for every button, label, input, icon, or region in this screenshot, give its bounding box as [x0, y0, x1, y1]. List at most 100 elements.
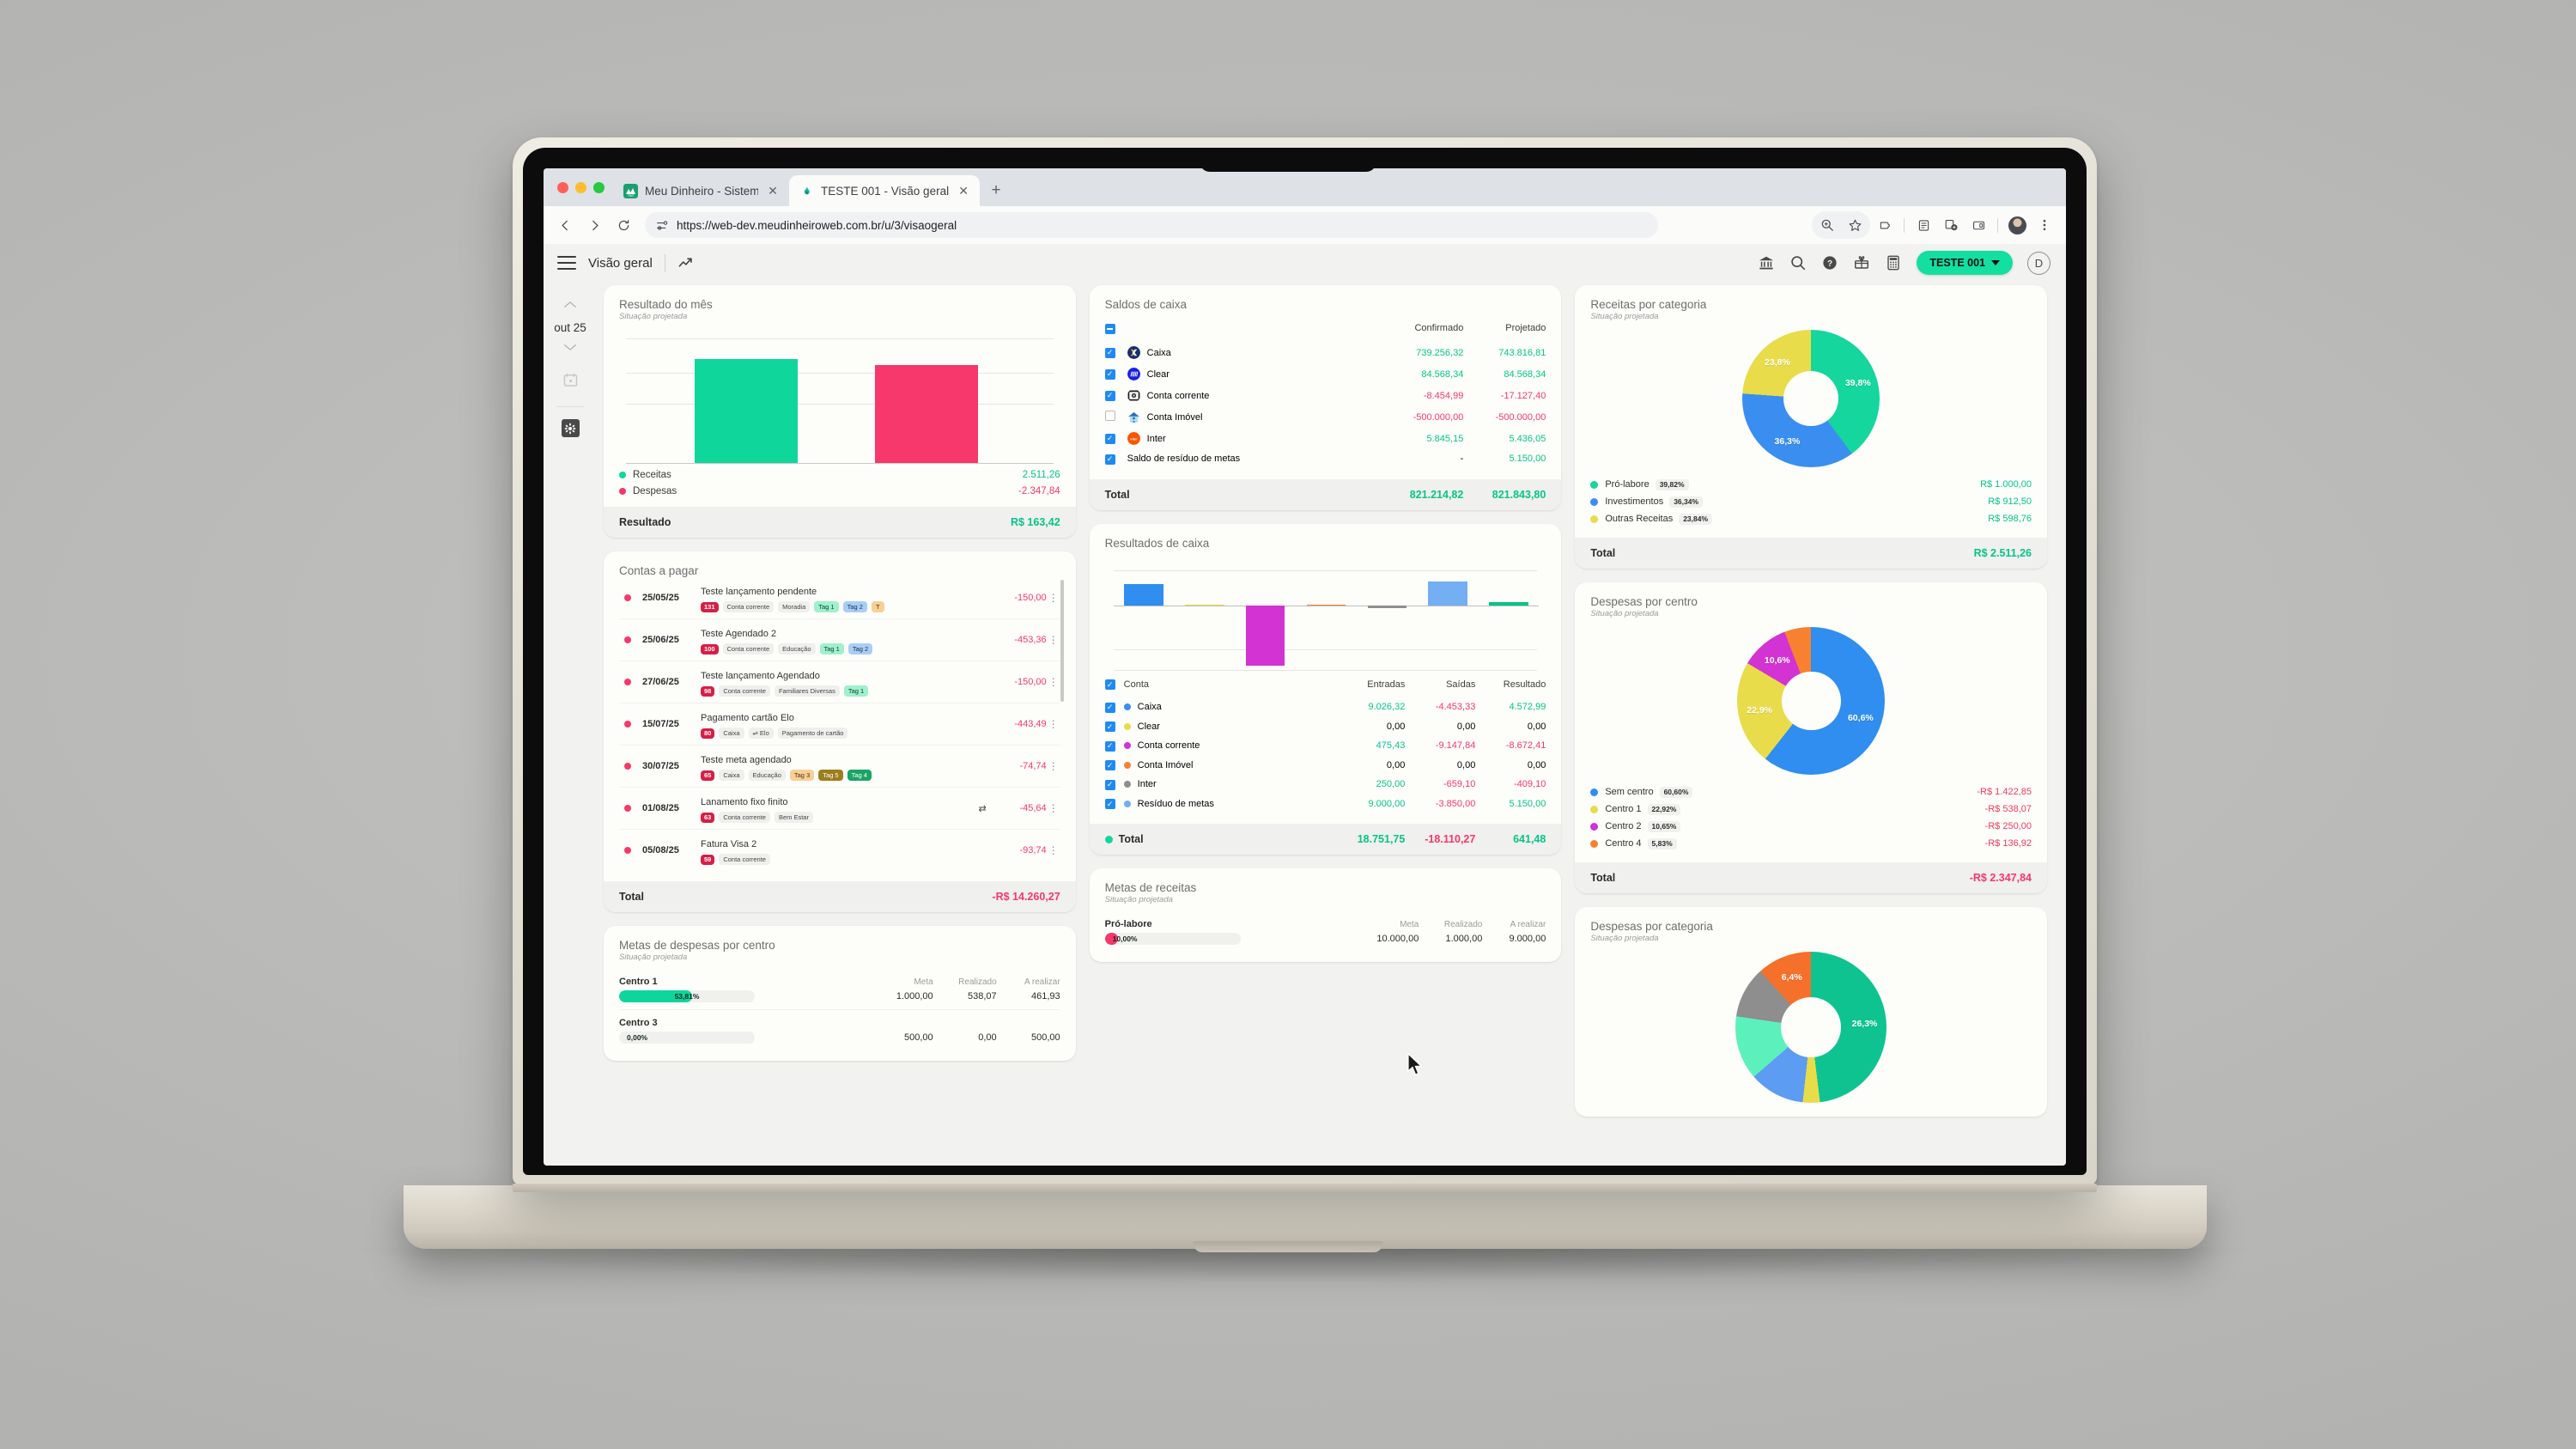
table-row[interactable]: ✓ Saldo de resíduo de metas - 5.150,00 [1104, 449, 1546, 469]
table-row[interactable]: ✓ Conta Imóvel 0,00 0,00 0,00 [1104, 756, 1546, 776]
row-checkbox[interactable]: ✓ [1104, 454, 1115, 465]
trending-up-icon[interactable] [677, 255, 694, 271]
address-bar[interactable]: https://web-dev.meudinheiroweb.com.br/u/… [645, 212, 1658, 238]
list-item[interactable]: 15/07/25 Pagamento cartão Elo 80 Caixa ⇌ Elo… [619, 703, 1060, 746]
calculator-icon[interactable] [1885, 254, 1902, 271]
row-select-cell[interactable]: ✓ [1104, 385, 1127, 406]
profile-switch-icon[interactable] [1938, 212, 1964, 238]
legend-item[interactable]: Outras Receitas 23,84% R$ 598,76 [1590, 510, 2032, 527]
list-item[interactable]: 27/06/25 Teste lançamento Agendado 98 Conta… [619, 661, 1060, 703]
item-menu-button[interactable]: ⋮ [1048, 802, 1059, 814]
table-row[interactable]: ✓ Conta corrente 475,43 -9.147,84 -8.672,41 [1104, 736, 1546, 756]
item-menu-button[interactable]: ⋮ [1048, 592, 1059, 604]
account-selector-button[interactable]: TESTE 001 [1917, 251, 2013, 275]
browser-tab-1[interactable]: md Meu Dinheiro - Sistema para ✕ [613, 175, 789, 206]
avatar[interactable]: D [2027, 251, 2050, 275]
close-tab-2-button[interactable]: ✕ [958, 183, 969, 198]
legend-item[interactable]: Investimentos 36,34% R$ 912,50 [1590, 493, 2032, 510]
list-item[interactable]: 25/05/25 Teste lançamento pendente 131 Cont… [619, 577, 1060, 619]
row-select-cell[interactable]: ✓ [1104, 756, 1124, 776]
hamburger-menu-icon[interactable] [557, 256, 576, 270]
new-tab-button[interactable]: + [991, 181, 1001, 199]
gear-icon[interactable] [561, 419, 580, 437]
list-item[interactable]: 30/07/25 Teste meta agendado 65 Caixa Educaç… [619, 746, 1060, 788]
minimize-window-button[interactable] [575, 181, 586, 193]
legend-item[interactable]: Centro 1 22,92% -R$ 538,07 [1590, 801, 2032, 818]
meta-row[interactable]: Pró-labore Meta Realizado A realizar 10,00% 1… [1104, 911, 1546, 952]
zoom-icon[interactable] [1814, 212, 1840, 238]
table-row[interactable]: ✓ Clear 0,00 0,00 0,00 [1104, 717, 1546, 737]
reload-button[interactable] [611, 212, 636, 238]
select-all-checkbox[interactable]: ✓ [1104, 679, 1115, 691]
meta-row[interactable]: Centro 3 0,00% 500,00 0,00 500,00 [619, 1010, 1060, 1050]
row-select-cell[interactable]: ✓ [1104, 428, 1127, 449]
row-select-cell[interactable] [1104, 406, 1127, 428]
legend-item[interactable]: Pró-labore 39,82% R$ 1.000,00 [1590, 476, 2032, 493]
close-window-button[interactable] [557, 181, 568, 193]
browser-tab-2[interactable]: TESTE 001 - Visão geral ✕ [789, 175, 981, 206]
row-checkbox[interactable]: ✓ [1104, 779, 1115, 790]
row-select-cell[interactable]: ✓ [1104, 736, 1124, 756]
item-menu-button[interactable]: ⋮ [1048, 718, 1059, 730]
row-select-cell[interactable]: ✓ [1104, 717, 1124, 737]
legend-item[interactable]: Centro 4 5,83% -R$ 136,92 [1590, 835, 2032, 852]
item-menu-button[interactable]: ⋮ [1048, 634, 1059, 646]
list-item[interactable]: 25/06/25 Teste Agendado 2 100 Conta corrent… [619, 619, 1060, 661]
table-row[interactable]: ✓ Caixa 739.256,32 743.816,81 [1104, 342, 1546, 363]
row-checkbox[interactable]: ✓ [1104, 433, 1115, 444]
reading-list-icon[interactable] [1911, 212, 1936, 238]
chevron-up-icon[interactable] [562, 294, 578, 316]
item-menu-button[interactable]: ⋮ [1048, 760, 1059, 772]
back-button[interactable] [552, 212, 578, 238]
row-select-cell[interactable]: ✓ [1104, 697, 1124, 717]
maximize-window-button[interactable] [593, 181, 605, 193]
table-row[interactable]: ✓ Conta corrente -8.454,99 -17.127,40 [1104, 385, 1546, 406]
forward-button[interactable] [581, 212, 607, 238]
gift-icon[interactable] [1853, 254, 1870, 271]
row-checkbox[interactable]: ✓ [1104, 347, 1115, 358]
row-select-cell[interactable]: ✓ [1104, 342, 1127, 363]
row-select-cell[interactable]: ✓ [1104, 363, 1127, 385]
close-tab-1-button[interactable]: ✕ [768, 183, 778, 198]
row-checkbox[interactable]: ✓ [1104, 799, 1115, 810]
help-icon[interactable]: ? [1821, 254, 1838, 271]
select-all-cell[interactable] [1104, 320, 1127, 342]
table-row[interactable]: ✓ Inter 250,00 -659,10 -409,10 [1104, 775, 1546, 795]
row-checkbox[interactable] [1104, 411, 1115, 422]
select-all-cell[interactable]: ✓ [1104, 677, 1124, 698]
row-select-cell[interactable]: ✓ [1104, 795, 1124, 814]
bank-icon[interactable] [1758, 254, 1775, 271]
table-row[interactable]: ✓ Resíduo de metas 9.000,00 -3.850,00 5.150,… [1104, 795, 1546, 814]
contas-a-pagar-list[interactable]: 25/05/25 Teste lançamento pendente 131 Cont… [619, 577, 1064, 871]
item-menu-button[interactable]: ⋮ [1048, 844, 1059, 856]
table-row[interactable]: ✓ Caixa 9.026,32 -4.453,33 4.572,99 [1104, 697, 1546, 717]
search-icon[interactable] [1789, 254, 1807, 271]
table-row[interactable]: ✓ inter Inter 5.845,15 5.436,05 [1104, 428, 1546, 449]
table-row[interactable]: ✓ Clear 84.568,34 84.568,34 [1104, 363, 1546, 385]
extensions-icon[interactable] [1872, 212, 1898, 238]
legend-item[interactable]: Sem centro 60,60% -R$ 1.422,85 [1590, 783, 2032, 801]
select-all-checkbox[interactable] [1104, 324, 1115, 335]
calendar-icon[interactable] [562, 372, 579, 393]
meta-row[interactable]: Centro 1 Meta Realizado A realizar 53,81% 1.0… [619, 969, 1060, 1010]
row-checkbox[interactable]: ✓ [1104, 368, 1115, 380]
row-select-cell[interactable]: ✓ [1104, 775, 1124, 795]
chrome-menu-icon[interactable] [2032, 212, 2057, 238]
list-scrollbar[interactable] [1060, 580, 1064, 702]
row-checkbox[interactable]: ✓ [1104, 702, 1115, 713]
row-select-cell[interactable]: ✓ [1104, 449, 1127, 469]
window-controls[interactable] [554, 168, 613, 206]
item-menu-button[interactable]: ⋮ [1048, 676, 1059, 688]
list-item[interactable]: 05/08/25 Fatura Visa 2 59 Conta corrente -93… [619, 830, 1060, 871]
list-item[interactable]: 01/08/25 Lanamento fixo finito 63 Conta cor… [619, 788, 1060, 830]
row-checkbox[interactable]: ✓ [1104, 760, 1115, 771]
site-settings-icon[interactable] [656, 219, 669, 232]
profile-avatar-icon[interactable] [2004, 212, 2030, 238]
legend-item[interactable]: Centro 2 10,65% -R$ 250,00 [1590, 818, 2032, 835]
row-checkbox[interactable]: ✓ [1104, 740, 1115, 752]
row-checkbox[interactable]: ✓ [1104, 390, 1115, 401]
chevron-down-icon[interactable] [562, 336, 578, 358]
cast-screen-icon[interactable] [1965, 212, 1991, 238]
table-row[interactable]: Conta Imóvel -500.000,00 -500.000,00 [1104, 406, 1546, 428]
row-checkbox[interactable]: ✓ [1104, 721, 1115, 733]
